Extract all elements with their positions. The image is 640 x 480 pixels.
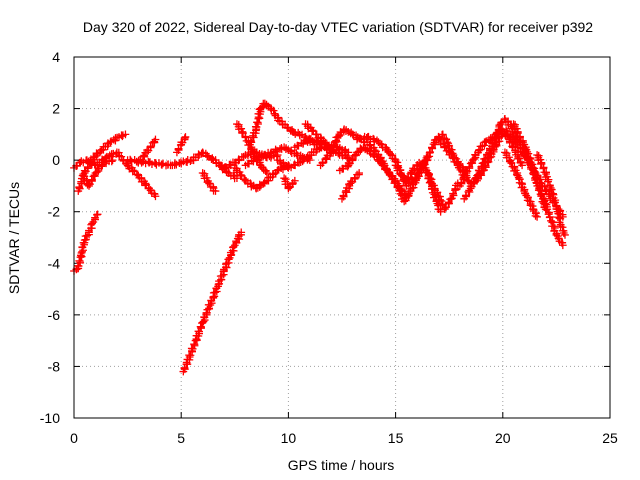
data-trace-marker xyxy=(488,139,496,148)
data-series-arc-31 xyxy=(391,153,432,188)
data-trace-marker xyxy=(554,234,563,243)
data-series-arc-7 xyxy=(173,133,190,157)
data-trace-marker xyxy=(300,136,309,145)
plot-frame xyxy=(73,56,611,419)
y-tick-label: 2 xyxy=(52,101,60,117)
data-trace-marker xyxy=(92,149,101,158)
data-series-arc-22 xyxy=(338,169,364,203)
data-series-arc-12 xyxy=(233,120,271,177)
x-tick-label: 25 xyxy=(602,430,618,446)
data-trace-marker xyxy=(545,213,554,222)
y-tick-label: -8 xyxy=(48,358,61,374)
data-point xyxy=(344,148,353,157)
grid-lines xyxy=(74,57,610,418)
data-point xyxy=(423,153,432,162)
x-tick-label: 10 xyxy=(281,430,297,446)
data-trace-marker xyxy=(202,174,211,182)
data-trace-marker xyxy=(75,257,84,265)
data-series-arc-16 xyxy=(280,174,299,193)
data-point xyxy=(151,192,160,201)
data-trace-marker xyxy=(431,193,440,202)
x-tick-labels: 0 5 10 15 20 25 xyxy=(70,430,618,446)
y-tick-label: -2 xyxy=(48,204,61,220)
data-point xyxy=(436,207,445,216)
data-trace-marker xyxy=(298,154,307,163)
data-trace-marker xyxy=(377,140,386,149)
data-trace-marker xyxy=(474,170,482,179)
data-series-arc-10 xyxy=(215,161,241,183)
data-trace-marker xyxy=(441,143,450,152)
data-trace-marker xyxy=(395,166,404,174)
y-axis-title: SDTVAR / TECUs xyxy=(6,182,22,294)
data-series-arc-30 xyxy=(501,148,541,221)
data-series-arc-24 xyxy=(423,169,445,216)
data-point xyxy=(355,169,364,177)
data-trace-marker xyxy=(505,153,513,162)
x-tick-label: 15 xyxy=(388,430,404,446)
data-point xyxy=(541,205,550,213)
y-tick-labels: 4 2 0 -2 -4 -6 -8 -10 xyxy=(40,49,60,426)
data-series-arc-28 xyxy=(509,120,550,213)
data-trace-marker xyxy=(237,124,246,133)
data-series-arc-26 xyxy=(456,125,567,221)
data-trace-marker xyxy=(202,309,211,317)
data-marks xyxy=(70,99,569,376)
x-axis-title: GPS time / hours xyxy=(288,457,395,473)
data-point xyxy=(533,213,541,221)
data-point xyxy=(561,231,569,239)
data-point xyxy=(263,169,271,177)
data-trace-marker xyxy=(283,123,292,132)
data-series-arc-1 xyxy=(70,210,102,275)
data-trace-marker xyxy=(241,133,250,142)
data-point xyxy=(237,228,246,237)
data-trace-marker xyxy=(508,142,517,151)
data-point xyxy=(290,176,299,185)
data-trace-marker xyxy=(543,172,551,181)
data-series-arc-5 xyxy=(78,156,117,190)
data-trace-marker xyxy=(269,106,278,115)
data-trace-marker xyxy=(540,182,549,191)
x-tick-label: 0 xyxy=(70,430,78,446)
data-trace-marker xyxy=(255,180,264,189)
data-trace-marker xyxy=(398,172,407,180)
data-series-arc-9 xyxy=(198,169,220,195)
data-point xyxy=(151,135,160,144)
data-trace-marker xyxy=(235,168,244,176)
x-tick-label: 20 xyxy=(495,430,511,446)
data-point xyxy=(121,130,130,139)
data-point xyxy=(518,161,526,170)
data-point xyxy=(108,156,117,164)
axis-ticks xyxy=(73,56,611,419)
y-tick-label: -4 xyxy=(48,255,61,271)
y-tick-label: -6 xyxy=(48,307,61,323)
data-trace-marker xyxy=(507,159,516,168)
data-trace-marker xyxy=(107,157,116,166)
data-point xyxy=(181,133,190,141)
x-tick-label: 5 xyxy=(177,430,185,446)
data-point xyxy=(93,210,102,219)
data-series-arc-2 xyxy=(179,228,246,376)
data-trace-marker xyxy=(253,118,261,127)
y-tick-label: 0 xyxy=(52,152,60,168)
data-point xyxy=(558,241,567,250)
data-trace-marker xyxy=(249,147,257,156)
chart-title: Day 320 of 2022, Sidereal Day-to-day VTE… xyxy=(83,19,593,35)
data-trace-marker xyxy=(449,154,458,163)
data-trace-marker xyxy=(477,162,486,171)
data-trace-marker xyxy=(516,133,524,142)
data-series-arc-6 xyxy=(134,135,160,167)
data-trace-marker xyxy=(452,158,461,167)
data-trace-marker xyxy=(146,186,155,194)
data-trace-marker xyxy=(420,157,429,166)
y-tick-label: -10 xyxy=(40,410,60,426)
data-point xyxy=(211,187,220,195)
data-trace-marker xyxy=(180,134,189,142)
data-trace-marker xyxy=(408,175,416,184)
data-trace-marker xyxy=(205,179,214,188)
data-series-arc-29 xyxy=(533,151,569,239)
data-trace-marker xyxy=(196,322,205,331)
y-tick-label: 4 xyxy=(52,49,60,65)
data-trace-marker xyxy=(88,219,96,228)
